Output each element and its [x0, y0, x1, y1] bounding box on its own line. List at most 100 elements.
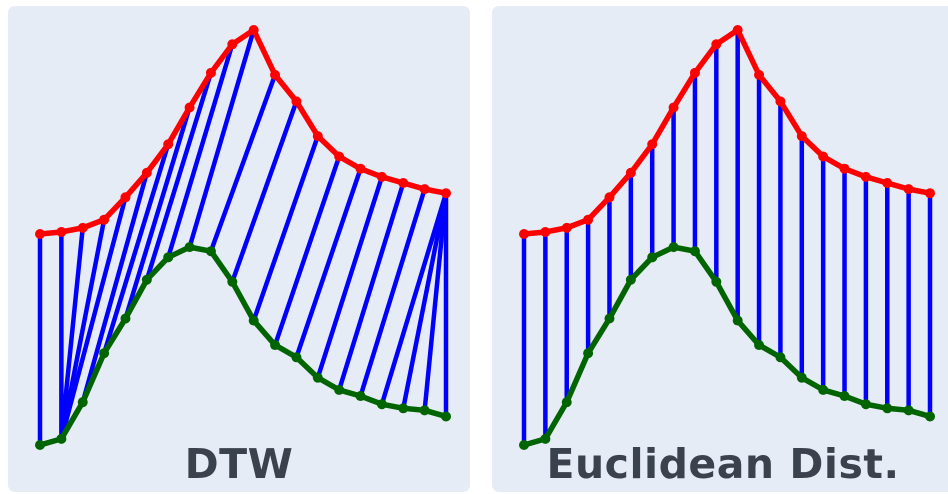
series-a-point — [860, 171, 871, 182]
series-b-point — [903, 405, 914, 416]
series-b-point — [291, 352, 302, 363]
series-b-point — [334, 384, 345, 395]
series-b-point — [248, 315, 259, 326]
series-b-point — [376, 399, 387, 410]
alignment-link — [251, 133, 321, 323]
series-b-point — [689, 246, 700, 257]
series-b-point — [775, 352, 786, 363]
series-a-point — [441, 188, 451, 199]
series-a-point — [540, 226, 551, 237]
series-a-point — [668, 102, 679, 113]
series-a-point — [398, 178, 409, 188]
series-b-point — [141, 274, 152, 285]
series-b-line — [37, 244, 449, 448]
series-a-point — [839, 163, 850, 174]
alignment-link — [230, 99, 299, 285]
series-a-point — [99, 214, 110, 225]
alignment-link — [315, 174, 385, 380]
euclidean-plot — [519, 25, 935, 450]
series-b-point — [754, 340, 765, 351]
series-b-point — [120, 313, 131, 324]
series-a-point — [184, 102, 195, 113]
series-a-point — [376, 171, 387, 182]
series-b-point — [839, 391, 850, 402]
series-a-point — [732, 25, 743, 35]
series-a-point — [227, 39, 238, 50]
series-b-point — [184, 242, 195, 253]
alignment-link — [187, 27, 256, 250]
series-b-point — [711, 276, 722, 287]
series-b-point — [270, 340, 281, 351]
series-a-point — [312, 131, 323, 142]
alignment-link — [358, 186, 427, 399]
alignment-link — [59, 217, 107, 442]
series-b-point — [583, 348, 594, 359]
euclidean-panel: Euclidean Dist. — [492, 6, 948, 492]
series-a-point — [334, 151, 345, 162]
series-a-point — [903, 184, 914, 195]
series-a-point — [561, 222, 572, 233]
series-a-point — [77, 222, 88, 233]
series-b-point — [227, 276, 238, 287]
series-a-point — [775, 96, 786, 107]
series-a-point — [882, 178, 893, 188]
series-a-point — [163, 139, 174, 150]
series-b-point — [355, 391, 366, 402]
series-a-point — [205, 67, 216, 78]
series-a-point — [519, 229, 529, 239]
series-a-point — [120, 192, 131, 203]
series-b-point — [625, 274, 636, 285]
euclidean-label: Euclidean Dist. — [546, 440, 900, 488]
series-a-point — [925, 188, 935, 199]
series-a-point — [419, 184, 430, 195]
series-b-point — [441, 411, 451, 422]
dtw-label: DTW — [184, 440, 294, 488]
dtw-panel: DTW — [8, 6, 470, 492]
series-a-point — [625, 167, 636, 178]
series-a-point — [141, 167, 152, 178]
series-b-point — [882, 403, 893, 414]
series-b-point — [540, 433, 551, 444]
series-a-point — [604, 192, 615, 203]
alignment-link — [272, 154, 342, 348]
series-b-point — [312, 372, 323, 383]
series-a-point — [56, 226, 67, 237]
alignment-link — [101, 141, 171, 356]
series-b-point — [860, 399, 871, 410]
series-a-point — [355, 163, 366, 174]
series-b-point — [561, 397, 572, 408]
series-b-point — [796, 372, 807, 383]
series-a-point — [689, 67, 700, 78]
alignment-link — [80, 170, 150, 405]
series-a-point — [818, 151, 829, 162]
alignment-link — [401, 190, 449, 411]
series-a-point — [796, 131, 807, 142]
series-b-point — [77, 397, 88, 408]
series-a-point — [647, 139, 658, 150]
series-b-point — [925, 411, 935, 422]
alignment-link — [379, 190, 449, 407]
series-b-point — [818, 384, 829, 395]
dtw-plot — [35, 25, 451, 450]
series-b-point — [668, 242, 679, 253]
alignment-link — [123, 105, 192, 321]
series-b-point — [604, 313, 615, 324]
alignment-link — [165, 42, 235, 260]
series-a-point — [248, 25, 259, 35]
series-a-point — [291, 96, 302, 107]
alignment-link — [336, 180, 406, 393]
series-b-line — [521, 244, 933, 448]
series-b-point — [205, 246, 216, 257]
alignment-link — [144, 70, 214, 283]
alignment-link — [208, 72, 278, 254]
series-b-point — [647, 252, 658, 263]
series-b-point — [732, 315, 743, 326]
series-b-point — [398, 403, 409, 414]
alignment-link — [294, 166, 363, 360]
series-b-point — [56, 433, 67, 444]
series-a-point — [754, 69, 765, 80]
series-a-point — [35, 229, 45, 239]
alignment-link — [59, 225, 85, 442]
series-a-point — [583, 214, 594, 225]
